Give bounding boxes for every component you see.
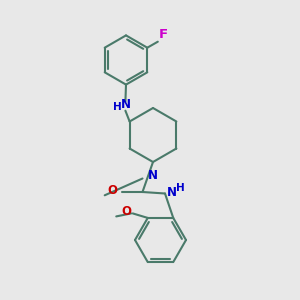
Text: N: N: [148, 169, 158, 182]
Text: O: O: [121, 206, 131, 218]
Text: N: N: [167, 185, 177, 199]
Text: N: N: [120, 98, 130, 112]
Text: O: O: [107, 184, 117, 197]
Text: F: F: [159, 28, 168, 40]
Text: H: H: [112, 102, 122, 112]
Text: H: H: [176, 183, 185, 193]
